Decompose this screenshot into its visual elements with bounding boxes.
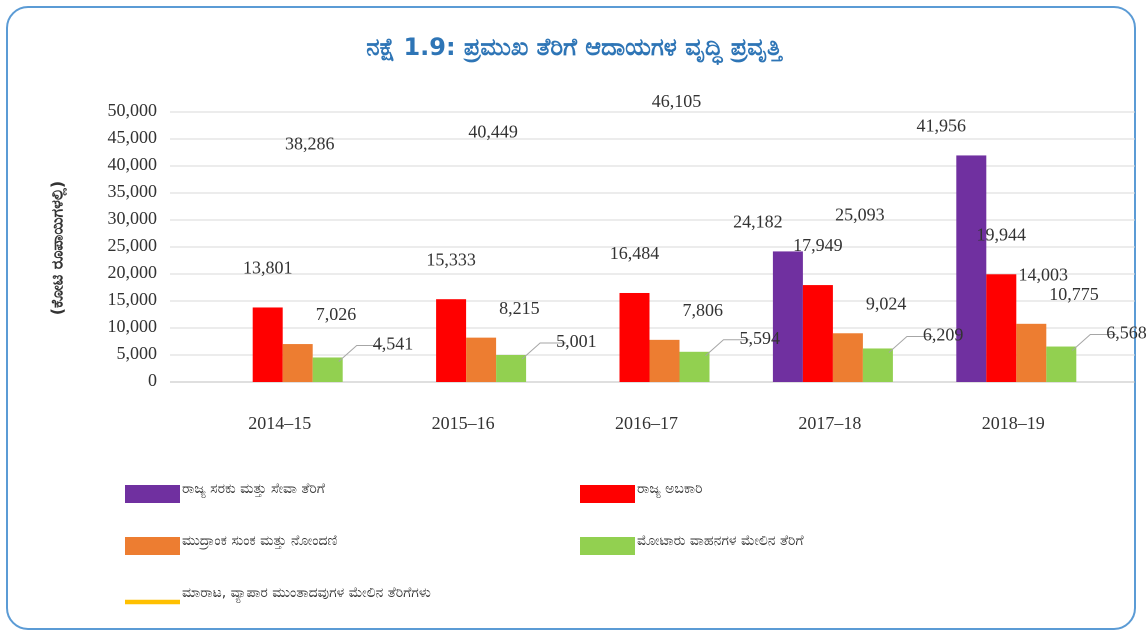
data-label: 38,286 (285, 133, 335, 153)
bar (986, 274, 1017, 382)
leader-line (338, 344, 383, 362)
data-label: 5,001 (556, 331, 597, 351)
y-tick-label: 0 (148, 370, 157, 390)
x-tick-label: 2017–18 (798, 413, 861, 433)
data-label: 14,003 (1019, 265, 1069, 285)
data-label: 4,541 (373, 334, 414, 354)
data-label: 6,568 (1106, 323, 1147, 343)
bar (772, 251, 803, 382)
y-tick-label: 10,000 (108, 316, 158, 336)
data-label: 40,449 (468, 122, 518, 142)
legend-label: ಮೋಟಾರು ವಾಹನಗಳ ಮೇಲಿನ ತೆರಿಗೆ (637, 533, 804, 549)
legend-swatch (580, 485, 635, 503)
y-tick-label: 35,000 (108, 181, 158, 201)
data-label: 24,182 (733, 212, 783, 232)
data-label: 17,949 (793, 235, 843, 255)
bar (862, 348, 893, 382)
data-label: 25,093 (835, 205, 885, 225)
bar (436, 299, 467, 382)
x-tick-label: 2014–15 (248, 413, 311, 433)
legend-label: ಮಾರಾಟ, ವ್ಯಾಪಾರ ಮುಂತಾದವುಗಳ ಮೇಲಿನ ತೆರಿಗೆಗಳ… (182, 585, 431, 603)
legend-swatch (125, 537, 180, 555)
leader-line (888, 335, 933, 353)
y-tick-label: 45,000 (108, 127, 158, 147)
data-label: 19,944 (977, 224, 1027, 244)
bar (832, 333, 863, 382)
legend-label: ರಾಜ್ಯ ಸರಕು ಮತ್ತು ಸೇವಾ ತೆರಿಗೆ (182, 481, 325, 498)
data-label: 15,333 (426, 249, 476, 269)
data-label: 13,801 (243, 258, 293, 278)
leader-line (521, 342, 567, 360)
bar (956, 155, 987, 382)
y-tick-label: 15,000 (108, 289, 158, 309)
y-tick-label: 50,000 (108, 100, 158, 120)
leader-line (705, 339, 750, 357)
x-tick-label: 2018–19 (982, 413, 1045, 433)
bar (679, 351, 710, 382)
data-label: 16,484 (610, 243, 660, 263)
chart-title: ನಕ್ಷೆ 1.9: ಪ್ರಮುಖ ತೆರಿಗೆ ಆದಾಯಗಳ ವೃದ್ಧಿ ಪ… (366, 33, 783, 66)
legend-swatch (580, 537, 635, 555)
y-tick-label: 40,000 (108, 154, 158, 174)
bar (802, 285, 833, 382)
data-label: 5,594 (740, 328, 781, 348)
legend-label: ರಾಜ್ಯ ಅಬಕಾರಿ (637, 481, 702, 498)
legend-swatch (125, 485, 180, 503)
bar (619, 292, 650, 382)
bar (649, 339, 680, 382)
bar (282, 344, 313, 382)
data-label: 8,215 (499, 298, 539, 318)
data-label: 46,105 (652, 91, 702, 111)
data-label: 10,775 (1049, 284, 1099, 304)
bar (312, 357, 343, 382)
x-tick-label: 2015–16 (432, 413, 495, 433)
legend-label: ಮುದ್ರಾಂಕ ಸುಂಕ ಮತ್ತು ನೋಂದಣಿ (182, 533, 338, 550)
bar (1046, 346, 1077, 382)
data-label: 7,806 (683, 300, 724, 320)
bar (466, 337, 497, 382)
data-label: 6,209 (923, 325, 964, 345)
leader-line (1071, 334, 1117, 351)
y-tick-label: 25,000 (108, 235, 158, 255)
bar (252, 307, 283, 382)
bar (496, 354, 527, 382)
data-label: 7,026 (316, 304, 357, 324)
y-tick-label: 30,000 (108, 208, 158, 228)
data-label: 41,956 (917, 116, 967, 136)
frame (6, 6, 1136, 630)
y-axis-label: (ಕೋಟಿ ರೂಪಾಯಿಗಳಲ್ಲಿ) (48, 181, 69, 316)
y-tick-label: 20,000 (108, 262, 158, 282)
x-tick-label: 2016–17 (615, 413, 678, 433)
bar (1016, 323, 1047, 382)
data-label: 9,024 (866, 293, 907, 313)
y-tick-label: 5,000 (117, 343, 158, 363)
